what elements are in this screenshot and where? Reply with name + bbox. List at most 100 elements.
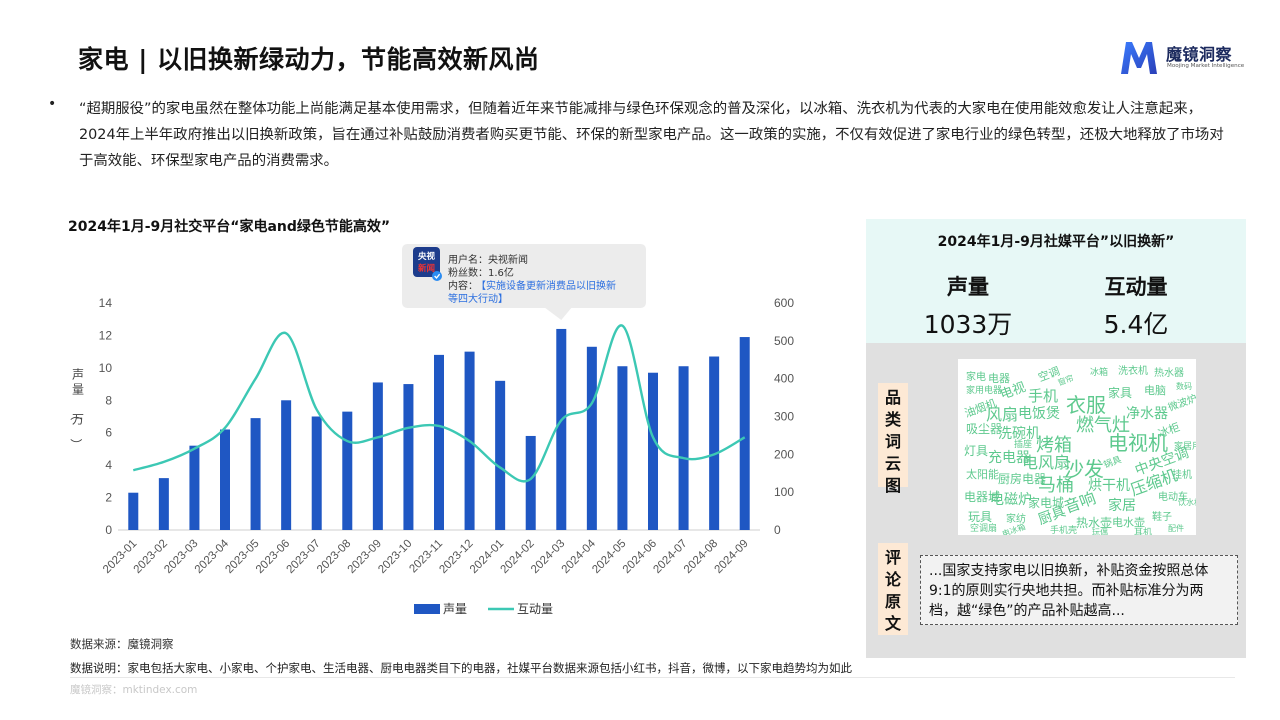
wordcloud-word: 锅具 bbox=[1102, 455, 1124, 471]
y-right-tick-label: 200 bbox=[774, 447, 794, 461]
wordcloud-word: 电饭煲 bbox=[1018, 406, 1060, 422]
data-note: 数据说明：家电包括大家电、小家电、个护家电、生活电器、厨电电器类目下的电器，社媒… bbox=[70, 661, 852, 675]
wordcloud-word: 耳机 bbox=[1134, 528, 1153, 536]
bar-2024-07 bbox=[678, 366, 689, 530]
bar-2024-04 bbox=[586, 346, 597, 530]
wordcloud-word: 电磁炉 bbox=[990, 492, 1032, 508]
combo-chart: 0 2 4 6 8 10 12 14 0 100 200 300 400 500 600 声量（万） 互动量（万… bbox=[69, 244, 800, 616]
bar-2024-09 bbox=[739, 337, 750, 530]
logo-name: 魔镜洞察 bbox=[1166, 45, 1233, 64]
wordcloud-word: 马桶 bbox=[1038, 475, 1074, 496]
bar-2023-03 bbox=[189, 445, 200, 530]
bar-2023-06 bbox=[281, 400, 292, 530]
wordcloud-word: 手机壳 bbox=[1050, 526, 1078, 536]
wordcloud-word: 电水壶 bbox=[1112, 516, 1145, 529]
brand-logo: 魔镜洞察 Moojing Market Intelligence bbox=[1118, 38, 1258, 78]
data-source: 数据来源：魔镜洞察 bbox=[70, 637, 174, 651]
wordcloud-word: 家电 bbox=[966, 372, 986, 383]
verified-badge-icon bbox=[432, 271, 442, 281]
wordcloud-word: 家纺 bbox=[1006, 514, 1026, 525]
verified-check-icon bbox=[434, 273, 441, 279]
wordcloud-word: 鞋子 bbox=[1152, 512, 1172, 523]
logo-m-icon bbox=[1121, 42, 1157, 74]
volume-label: 声量 bbox=[947, 275, 989, 299]
bar-2023-05 bbox=[250, 418, 261, 530]
wordcloud-word: 厨房电器 bbox=[998, 472, 1047, 486]
wordcloud-tag: 品类词云图 bbox=[878, 383, 908, 495]
annotation-fans: 粉丝数：1.6亿 bbox=[448, 266, 514, 279]
wordcloud-word: 充电器 bbox=[988, 450, 1030, 466]
x-tick-label: 2023-10 bbox=[376, 538, 414, 576]
bar-2023-10 bbox=[403, 384, 414, 530]
bar-2024-01 bbox=[495, 380, 506, 530]
interaction-value: 5.4亿 bbox=[1103, 310, 1169, 339]
legend-label-volume: 声量 bbox=[443, 602, 467, 616]
bar-2024-05 bbox=[617, 366, 628, 530]
legend-label-interaction: 互动量 bbox=[517, 602, 553, 616]
y-right-axis-label: 互动量（万） bbox=[799, 372, 800, 470]
wordcloud-word: 家具 bbox=[1108, 386, 1133, 400]
page-title: 家电 | 以旧换新绿动力，节能高效新风尚 bbox=[78, 45, 540, 74]
wordcloud-word: 家居 bbox=[1108, 498, 1136, 514]
wordcloud-word: 电器 bbox=[988, 372, 1010, 385]
wordcloud-word: 风扇 bbox=[986, 405, 1019, 424]
comment-quote: ...国家支持家电以旧换新，补贴资金按照总体9:1的原则实行央地共担。而补贴标准… bbox=[920, 555, 1238, 625]
bar-2023-01 bbox=[128, 492, 139, 530]
wordcloud-word: 烤箱 bbox=[1036, 435, 1072, 456]
y-right-tick-label: 300 bbox=[774, 410, 794, 424]
panel-title: 2024年1月-9月社媒平台”以旧换新” bbox=[937, 234, 1175, 250]
wordcloud-word: 玩具 bbox=[968, 510, 993, 524]
y-right-tick-label: 100 bbox=[774, 485, 794, 499]
y-right-tick-label: 400 bbox=[774, 372, 794, 386]
y-left-tick-label: 8 bbox=[105, 393, 112, 407]
interaction-label: 互动量 bbox=[1104, 275, 1168, 299]
bar-2024-03 bbox=[556, 328, 567, 530]
comment-tag: 评论原文 bbox=[878, 543, 908, 635]
annotation-content-label: 内容： bbox=[448, 279, 478, 292]
y-left-tick-label: 10 bbox=[99, 361, 113, 375]
bar-2023-07 bbox=[311, 416, 322, 530]
wordcloud-word: 灯具 bbox=[964, 444, 989, 458]
volume-value: 1033万 bbox=[923, 310, 1013, 339]
bar-2023-11 bbox=[434, 354, 444, 530]
chart-title: 2024年1月-9月社交平台“家电and绿色节能高效” bbox=[68, 219, 391, 235]
y-left-tick-label: 14 bbox=[99, 296, 113, 310]
y-left-tick-label: 6 bbox=[105, 426, 112, 440]
y-left-axis-label: 声量（万） bbox=[69, 368, 84, 451]
wordcloud-word: 微波炉 bbox=[1166, 393, 1196, 414]
social-metrics-panel: 2024年1月-9月社媒平台”以旧换新” 声量 1033万 互动量 5.4亿 bbox=[866, 219, 1246, 343]
wordcloud-panel: 品类词云图 家电 电器 空调 冰箱 洗衣机 热水器 家用电器 电视 手机 衣服 家具 电脑 油烟机 风扇电… bbox=[866, 343, 1246, 658]
wordcloud-word: 挂机 bbox=[1172, 470, 1192, 481]
wordcloud-word: 玩偶 bbox=[1092, 528, 1108, 536]
wordcloud-word: 吸尘器 bbox=[966, 422, 1003, 436]
wordcloud-word: 电动车 bbox=[1158, 492, 1188, 503]
y-right-tick-label: 600 bbox=[774, 296, 794, 310]
wordcloud-word: 数码 bbox=[1176, 382, 1192, 391]
annotation-content-line1: 【实施设备更新消费品以旧换新 bbox=[476, 279, 616, 292]
bullet-point: • bbox=[48, 96, 57, 112]
avatar-cctv bbox=[413, 247, 440, 277]
y-left-tick-label: 4 bbox=[105, 458, 112, 472]
bar-2024-08 bbox=[709, 356, 720, 530]
wordcloud: 家电 电器 空调 冰箱 洗衣机 热水器 家用电器 电视 手机 衣服 家具 电脑 油烟机 风扇 电饭煲 燃气灶净… bbox=[958, 359, 1196, 535]
y-right-tick-label: 0 bbox=[774, 523, 781, 537]
line-series-interaction bbox=[132, 324, 746, 483]
bar-2024-02 bbox=[525, 435, 536, 530]
y-left-tick-label: 2 bbox=[105, 491, 112, 505]
wordcloud-word: 沙发 bbox=[1064, 457, 1104, 481]
wordcloud-word: 衣服 bbox=[1066, 393, 1106, 417]
y-right-tick-label: 500 bbox=[774, 334, 794, 348]
wordcloud-word: 电视机 bbox=[1108, 431, 1168, 455]
bar-2023-02 bbox=[158, 478, 169, 530]
wordcloud-word: 空调扇 bbox=[970, 524, 998, 534]
wordcloud-word: 饮水机 bbox=[1178, 498, 1196, 507]
bar-2023-04 bbox=[220, 429, 230, 530]
wordcloud-word: 太阳能 bbox=[966, 468, 999, 481]
y-left-tick-label: 0 bbox=[105, 523, 112, 537]
wordcloud-word: 家用电器 bbox=[966, 386, 1003, 396]
wordcloud-word: 热水器 bbox=[1154, 368, 1184, 379]
wordcloud-word: 电脑 bbox=[1144, 384, 1166, 397]
wordcloud-word: 电风扇 bbox=[1022, 453, 1071, 472]
legend-swatch-volume bbox=[414, 604, 440, 614]
wordcloud-word: 洗衣机 bbox=[1118, 366, 1148, 377]
